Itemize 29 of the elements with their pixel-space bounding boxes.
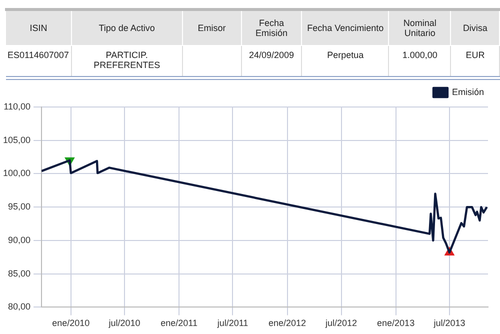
category-label: Fecha Emisión — [241, 10, 302, 46]
y-tick-label: 95,00 — [8, 202, 31, 212]
text: PARTICIP. PREFERENTES — [94, 50, 160, 70]
text: EUR — [466, 50, 485, 60]
x-tick-label: jul/2012 — [324, 318, 358, 328]
category-label: Nominal Unitario — [388, 10, 451, 46]
text: 1.000,00 — [402, 50, 438, 60]
category-label: Divisa — [450, 10, 500, 46]
legend-label: Emisión — [452, 86, 484, 97]
category-label: Emisor — [182, 10, 242, 46]
y-tick-label: 110,00 — [4, 101, 31, 112]
y-tick-label: 105,00 — [2, 134, 31, 145]
x-tick-label: jul/2011 — [216, 318, 248, 328]
x-tick-label: ene/2013 — [377, 318, 415, 328]
y-tick-label: 100,00 — [2, 168, 31, 178]
category-label: Fecha Vencimiento — [302, 10, 389, 46]
category-label: Tipo de Activo — [71, 10, 182, 46]
x-tick-label: ene/2012 — [268, 318, 306, 328]
y-tick-label: 80,00 — [8, 302, 31, 312]
x-tick-label: ene/2011 — [160, 318, 198, 328]
y-tick-label: 90,00 — [8, 234, 31, 245]
x-tick-label: jul/2013 — [432, 318, 466, 328]
text: Perpetua — [327, 50, 364, 60]
y-tick-label: 85,00 — [8, 268, 31, 278]
x-tick-label: jul/2010 — [108, 318, 140, 328]
x-tick-label: ene/2010 — [52, 318, 90, 328]
text: ES0114607007 — [8, 50, 69, 60]
category-label: ISIN — [6, 10, 72, 46]
text: 24/09/2009 — [248, 50, 294, 60]
